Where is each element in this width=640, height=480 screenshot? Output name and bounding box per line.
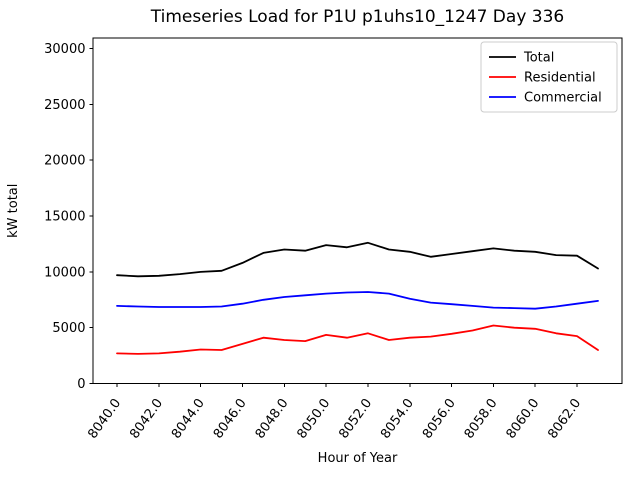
y-tick-label: 10000	[44, 265, 85, 280]
y-tick-label: 15000	[44, 210, 85, 225]
legend-label-residential: Residential	[524, 71, 596, 86]
x-tick-label: 8058.0	[462, 396, 501, 442]
legend-box	[480, 41, 618, 113]
x-tick-label: 8050.0	[294, 396, 333, 442]
y-tick-label: 0	[77, 377, 85, 392]
y-tick-label: 20000	[44, 154, 85, 169]
axes-frame	[92, 37, 623, 384]
x-tick-label: 8044.0	[169, 396, 208, 442]
x-tick-label: 8048.0	[253, 396, 292, 442]
y-tick-label: 30000	[44, 42, 85, 57]
series-line-total	[116, 241, 599, 278]
x-tick-label: 8040.0	[85, 396, 124, 442]
y-tick-label: 5000	[52, 321, 85, 336]
x-tick-label: 8060.0	[504, 396, 543, 442]
x-axis-label: Hour of Year	[318, 451, 398, 466]
x-tick-label: 8062.0	[545, 396, 584, 442]
x-tick-label: 8046.0	[211, 396, 250, 442]
x-tick-label: 8054.0	[378, 396, 417, 442]
chart-title: Timeseries Load for P1U p1uhs10_1247 Day…	[150, 7, 564, 27]
x-tick-label: 8042.0	[127, 396, 166, 442]
x-tick-label: 8052.0	[336, 396, 375, 442]
legend-label-total: Total	[523, 51, 554, 66]
legend-label-commercial: Commercial	[524, 91, 602, 106]
y-tick-label: 25000	[44, 98, 85, 113]
x-tick-label: 8056.0	[420, 396, 459, 442]
series-line-residential	[116, 324, 599, 355]
y-axis-label: kW total	[6, 184, 21, 238]
series-line-commercial	[116, 291, 599, 310]
